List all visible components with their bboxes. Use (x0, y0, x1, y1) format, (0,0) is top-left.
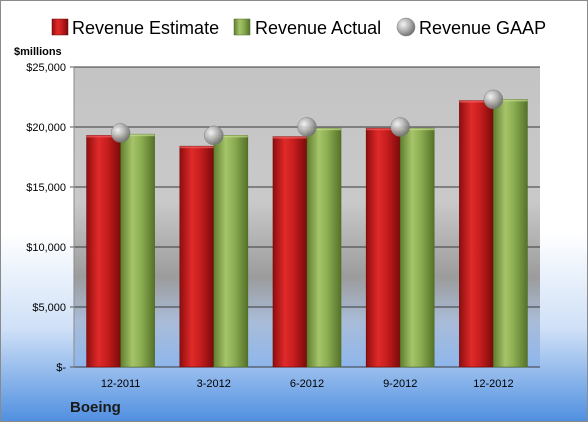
legend-item-actual: Revenue Actual (233, 18, 381, 38)
legend-label-actual: Revenue Actual (255, 18, 381, 38)
legend-marker-gaap (396, 17, 416, 37)
bar-revenue-actual-top (120, 134, 155, 137)
legend-label-gaap: Revenue GAAP (419, 18, 546, 38)
y-tick-label: $15,000 (26, 182, 66, 194)
bar-revenue-actual (493, 99, 528, 368)
legend-item-gaap: Revenue GAAP (396, 17, 546, 38)
bar-revenue-actual (306, 127, 342, 368)
bar-revenue-estimate (272, 136, 308, 368)
bar-revenue-actual (120, 133, 155, 368)
x-tick-label: 12-2012 (473, 378, 513, 390)
bar-revenue-actual-top (493, 99, 528, 102)
bar-revenue-estimate-top (273, 136, 307, 139)
marker-revenue-gaap (204, 125, 224, 146)
bar-revenue-estimate (365, 127, 401, 368)
bar-revenue-actual-top (213, 135, 248, 138)
bar-revenue-estimate (179, 145, 215, 368)
legend-item-estimate: Revenue Estimate (51, 18, 219, 38)
bar-revenue-estimate-top (86, 135, 121, 138)
y-tick-label: $20,000 (26, 122, 66, 134)
x-tick-label: 6-2012 (290, 378, 324, 390)
marker-revenue-gaap (110, 123, 131, 143)
bar-revenue-estimate-top (179, 146, 214, 149)
legend-label-estimate: Revenue Estimate (72, 18, 219, 38)
bar-revenue-estimate-top (459, 100, 494, 103)
bar-revenue-estimate (86, 135, 121, 368)
bar-revenue-estimate (459, 100, 494, 368)
bar-revenue-actual (399, 127, 435, 368)
legend: Revenue Estimate Revenue Actual Revenue … (51, 17, 546, 38)
y-axis: $- $5,000 $10,000 $15,000 $20,000 $25,000 (26, 62, 75, 374)
bar-revenue-actual (213, 135, 249, 368)
x-tick-label: 3-2012 (197, 378, 231, 390)
y-axis-unit-label: $millions (14, 46, 62, 58)
x-tick-label: 12-2011 (101, 378, 141, 390)
legend-swatch-estimate (51, 18, 69, 36)
bar-revenue-estimate-top (366, 128, 401, 131)
bar-revenue-actual-top (400, 128, 435, 131)
y-tick-label: $10,000 (26, 242, 66, 254)
bar-revenue-actual-top (307, 128, 341, 131)
bars (86, 99, 528, 368)
marker-revenue-gaap (483, 89, 504, 110)
company-label: Boeing (70, 399, 121, 416)
marker-revenue-gaap (297, 117, 317, 137)
x-axis: 12-2011 3-2012 6-2012 9-2012 12-2012 (101, 378, 514, 390)
gaap-markers (110, 89, 504, 146)
y-tick-label: $25,000 (26, 62, 66, 74)
y-tick-label: $5,000 (32, 302, 66, 314)
x-tick-label: 9-2012 (383, 378, 417, 390)
y-tick-label: $- (56, 362, 66, 374)
legend-swatch-actual (233, 18, 251, 36)
marker-revenue-gaap (390, 117, 410, 137)
